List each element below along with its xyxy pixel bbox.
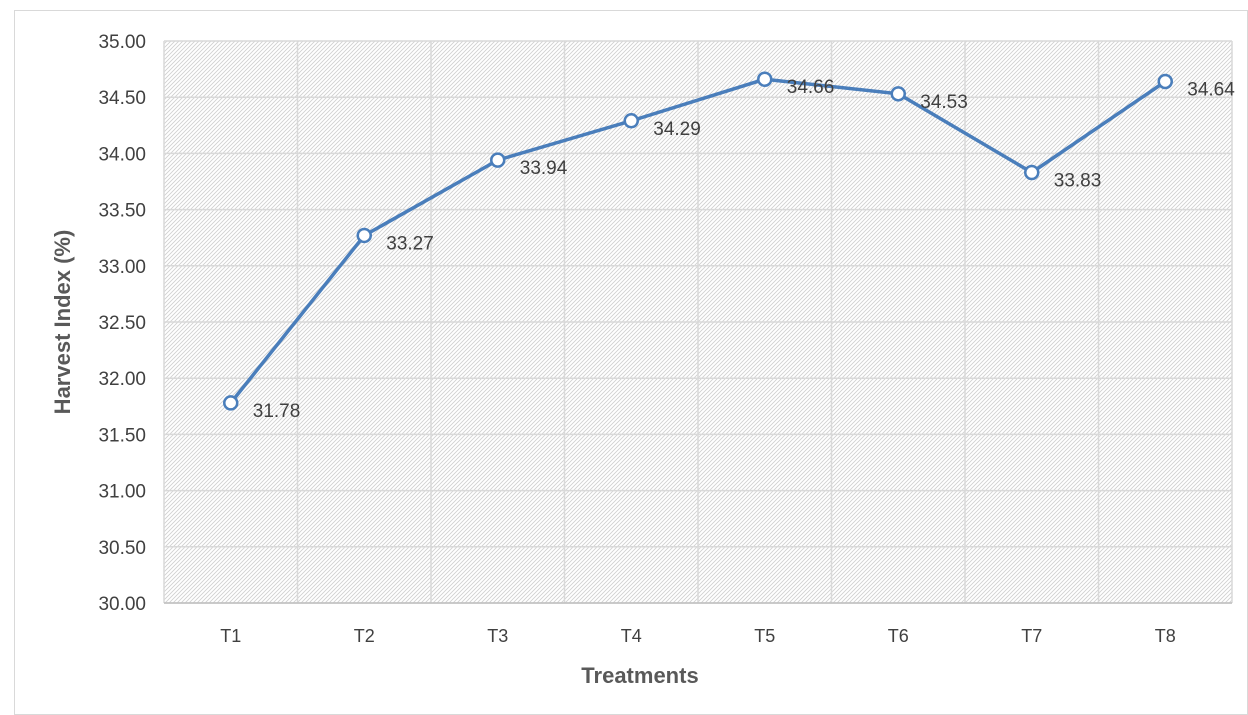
data-label: 34.53 — [920, 92, 968, 113]
y-tick-label: 31.50 — [98, 425, 146, 446]
y-tick-label: 30.00 — [98, 594, 146, 615]
data-point-marker — [890, 86, 906, 102]
y-tick-label: 34.50 — [98, 88, 146, 109]
x-tick-label: T6 — [888, 626, 909, 646]
x-tick-label: T2 — [354, 626, 375, 646]
data-label: 33.94 — [520, 158, 568, 179]
data-point-marker — [1024, 164, 1040, 181]
data-point-marker — [757, 71, 773, 87]
data-point-marker — [223, 395, 239, 411]
x-tick-label: T4 — [621, 626, 642, 646]
x-tick-label: T7 — [1021, 626, 1042, 646]
data-label: 33.83 — [1054, 171, 1102, 192]
data-labels: 31.78 33.27 33.94 34.29 34.66 34.53 33.83 34.64 — [253, 77, 1235, 422]
y-axis-title: Harvest Index (%) — [50, 230, 75, 415]
data-label: 34.29 — [653, 119, 701, 140]
x-tick-label: T3 — [487, 626, 508, 646]
data-point-marker — [356, 227, 372, 244]
y-tick-label: 31.00 — [98, 482, 146, 503]
data-label: 34.64 — [1187, 79, 1235, 100]
y-tick-label: 32.50 — [98, 313, 146, 334]
y-tick-label: 32.00 — [98, 369, 146, 390]
y-axis-ticks: 30.00 30.50 31.00 31.50 32.00 32.50 33.00 33.50… — [98, 32, 146, 615]
data-point-marker — [623, 113, 639, 129]
x-tick-label: T5 — [754, 626, 775, 646]
x-tick-label: T8 — [1155, 626, 1176, 646]
y-tick-label: 33.50 — [98, 201, 146, 222]
data-label: 33.27 — [386, 233, 434, 254]
data-label: 31.78 — [253, 401, 301, 422]
data-point-marker — [490, 152, 506, 168]
y-tick-label: 34.00 — [98, 144, 146, 165]
data-points — [223, 71, 1173, 411]
y-tick-label: 33.00 — [98, 257, 146, 278]
y-tick-label: 35.00 — [98, 32, 146, 53]
series-line — [229, 77, 1167, 404]
x-tick-label: T1 — [220, 626, 241, 646]
x-axis-title: Treatments — [581, 663, 698, 688]
x-axis-ticks: T1 T2 T3 T4 T5 T6 T7 T8 — [220, 626, 1176, 646]
data-label: 34.66 — [787, 77, 835, 98]
data-point-marker — [1157, 73, 1173, 90]
y-tick-label: 30.50 — [98, 538, 146, 559]
